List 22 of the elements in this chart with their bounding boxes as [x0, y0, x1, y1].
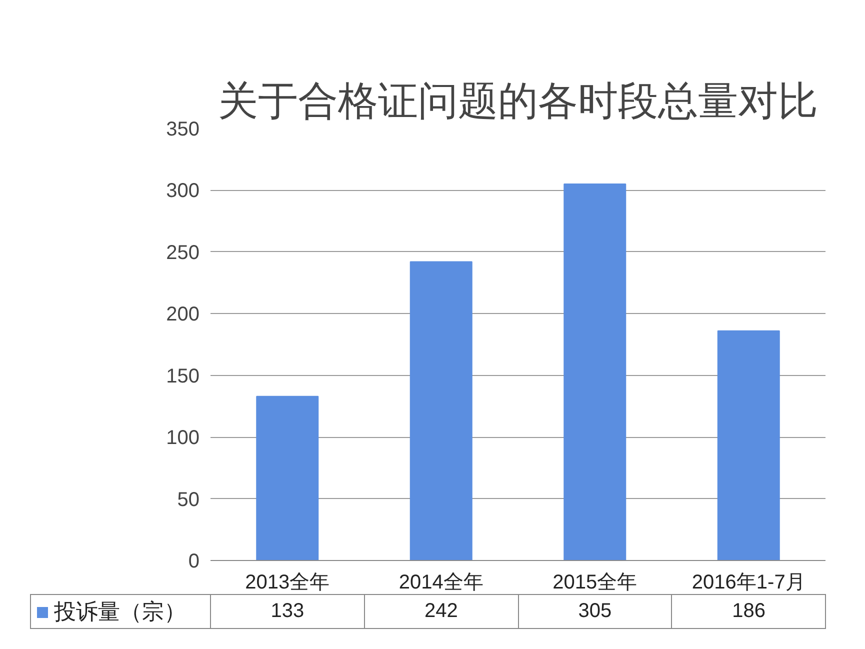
y-tick-label: 50	[177, 488, 200, 511]
y-tick-label: 350	[166, 118, 200, 140]
x-tick-label: 2015全年	[552, 572, 638, 594]
data-label: 305	[518, 594, 672, 628]
data-label: 242	[364, 594, 518, 628]
y-tick-label: 250	[166, 242, 200, 264]
bar	[410, 261, 472, 560]
chart-title: 关于合格证问题的各时段总量对比	[218, 80, 818, 124]
x-tick-label: 2013全年	[245, 572, 330, 594]
bar	[717, 330, 780, 560]
bar	[564, 184, 626, 560]
data-label: 186	[672, 594, 826, 628]
legend-label: 投诉量（宗）	[54, 598, 186, 624]
y-tick-label: 200	[166, 304, 200, 326]
y-tick-label: 0	[188, 550, 200, 572]
x-tick-label: 2016年1-7月	[692, 572, 806, 594]
y-tick-label: 300	[166, 180, 200, 202]
bar	[256, 396, 319, 560]
x-tick-label: 2014全年	[398, 572, 484, 594]
y-tick-label: 150	[166, 365, 200, 388]
data-label: 133	[210, 594, 364, 628]
y-tick-label: 100	[166, 427, 200, 450]
